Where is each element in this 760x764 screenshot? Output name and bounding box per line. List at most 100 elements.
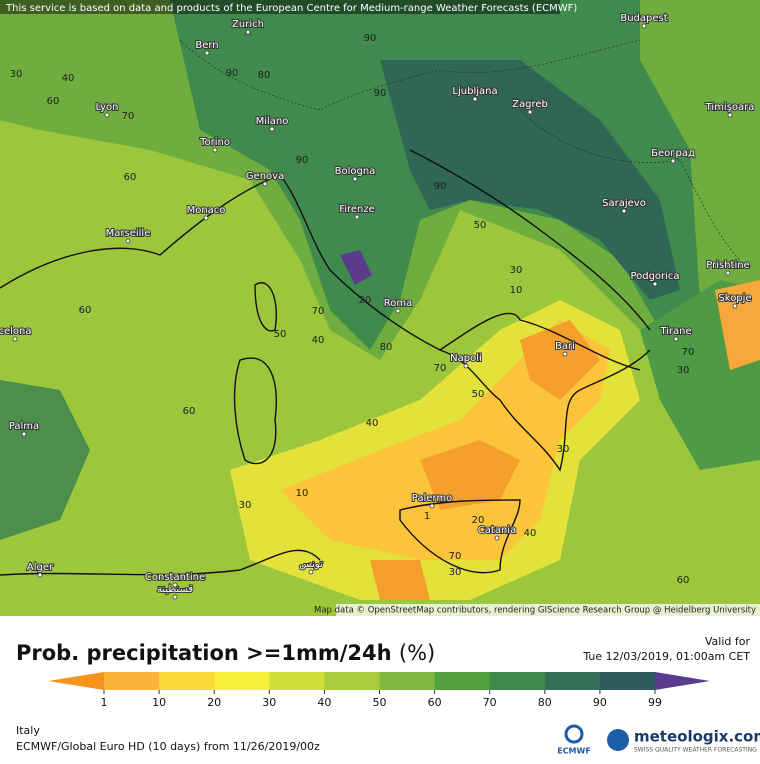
city-dot bbox=[727, 112, 733, 118]
city-label: Sarajevo bbox=[602, 198, 646, 209]
coast-apulia bbox=[439, 312, 641, 371]
contour-labels: 30 40 60 70 80 90 90 90 60 60 50 40 30 20 10 80 70 70 50 40… bbox=[10, 33, 695, 586]
city-dot bbox=[125, 238, 131, 244]
valid-label: Valid for bbox=[705, 635, 751, 648]
city-dot bbox=[308, 569, 314, 575]
contour-label: 90 bbox=[296, 155, 309, 166]
brand: meteologix.com bbox=[634, 728, 760, 746]
zone-90 bbox=[380, 60, 680, 300]
city-label: Milano bbox=[256, 116, 289, 127]
contour-label: 30 bbox=[239, 500, 252, 511]
city-label: قسنطينة bbox=[157, 584, 194, 595]
city-dot bbox=[429, 503, 435, 509]
contour-label: 40 bbox=[62, 73, 75, 84]
city-labels: Zurich Bern Budapest Ljubljana Zagreb Timişoa… bbox=[0, 12, 755, 600]
contour-label: 50 bbox=[274, 329, 287, 340]
city-label: Alger bbox=[27, 562, 54, 573]
city-dot bbox=[204, 50, 210, 56]
contour-label: 40 bbox=[366, 418, 379, 429]
city-label: Tirane bbox=[659, 326, 691, 337]
colorbar-tick-label: 80 bbox=[538, 696, 552, 709]
coast-africa bbox=[0, 549, 321, 576]
city-label: Constantine bbox=[145, 572, 205, 583]
city-label: Marseille bbox=[106, 228, 151, 239]
zone-mk bbox=[715, 280, 760, 370]
city-label: Bologna bbox=[335, 166, 376, 177]
colorbar-tick-label: 90 bbox=[593, 696, 607, 709]
city-dot bbox=[641, 23, 647, 29]
contour-label: 90 bbox=[434, 181, 447, 192]
contour-label: 20 bbox=[472, 515, 485, 526]
contour-label: 60 bbox=[183, 406, 196, 417]
city-label: تونس bbox=[299, 559, 323, 570]
contour-label: 90 bbox=[226, 68, 239, 79]
contour-label: 60 bbox=[124, 172, 137, 183]
coastlines bbox=[0, 149, 651, 576]
colorbar-segment bbox=[489, 672, 546, 690]
city-dot bbox=[725, 270, 731, 276]
colorbar-segment bbox=[544, 672, 601, 690]
sicily bbox=[399, 499, 521, 574]
city-dot bbox=[262, 181, 268, 187]
city-label: Lyon bbox=[95, 102, 118, 113]
city-dot bbox=[104, 112, 110, 118]
city-label: Torino bbox=[199, 137, 230, 148]
contour-label: 1 bbox=[424, 511, 430, 522]
contour-label: 20 bbox=[359, 295, 372, 306]
city-label: Ljubljana bbox=[452, 86, 497, 97]
colorbar-tick-label: 50 bbox=[373, 696, 387, 709]
attribution-bg bbox=[336, 604, 760, 616]
disclaimer: This service is based on data and produc… bbox=[5, 3, 577, 14]
contour-label: 70 bbox=[122, 111, 135, 122]
city-label: Timişoara bbox=[705, 102, 755, 113]
slogan: SWISS QUALITY WEATHER FORECASTING bbox=[634, 747, 757, 754]
colorbar-segment bbox=[379, 672, 436, 690]
city-dot bbox=[463, 363, 469, 369]
city-dot bbox=[172, 582, 178, 588]
colorbar-segment bbox=[599, 672, 656, 690]
contour-label: 80 bbox=[258, 70, 271, 81]
city-label: Podgorica bbox=[630, 271, 679, 282]
map: This service is based on data and produc… bbox=[0, 0, 760, 616]
zone-99 bbox=[340, 250, 372, 285]
contour-label: 70 bbox=[682, 347, 695, 358]
border-balkans bbox=[519, 109, 741, 261]
coast-dalmatia bbox=[409, 149, 651, 331]
zone-west bbox=[0, 380, 90, 540]
city-label: Napoli bbox=[450, 353, 482, 364]
contour-label: 70 bbox=[434, 363, 447, 374]
city-dot bbox=[652, 281, 658, 287]
city-dot bbox=[673, 336, 679, 342]
valid-time: Tue 12/03/2019, 01:00am CET bbox=[582, 650, 750, 663]
city-dot bbox=[732, 303, 738, 309]
borders bbox=[179, 39, 741, 261]
city-dot bbox=[37, 572, 43, 578]
contour-label: 50 bbox=[474, 220, 487, 231]
colorbar-segment bbox=[269, 672, 325, 690]
city-label: Firenze bbox=[339, 204, 375, 215]
contour-label: 40 bbox=[524, 528, 537, 539]
city-label: Palermo bbox=[412, 493, 452, 504]
contour-label: 10 bbox=[296, 488, 309, 499]
brand-logo bbox=[607, 729, 629, 751]
border-alps bbox=[179, 39, 641, 111]
city-dot bbox=[472, 96, 478, 102]
contour-label: 70 bbox=[312, 306, 325, 317]
contour-label: 30 bbox=[10, 69, 23, 80]
city-label: Zurich bbox=[232, 19, 264, 30]
city-dot bbox=[21, 431, 27, 437]
city-label: celona bbox=[0, 326, 32, 337]
contour-label: 30 bbox=[557, 444, 570, 455]
contour-label: 50 bbox=[472, 389, 485, 400]
contour-label: 70 bbox=[449, 551, 462, 562]
sardinia bbox=[233, 357, 277, 465]
coast-italy bbox=[0, 174, 651, 472]
legend: Prob. precipitation >=1mm/24h (%) Valid … bbox=[16, 635, 750, 709]
city-dot bbox=[269, 126, 275, 132]
city-label: Bari bbox=[555, 341, 575, 352]
city-label: Budapest bbox=[620, 13, 667, 24]
city-dot bbox=[354, 214, 360, 220]
city-label: Monaco bbox=[187, 205, 226, 216]
